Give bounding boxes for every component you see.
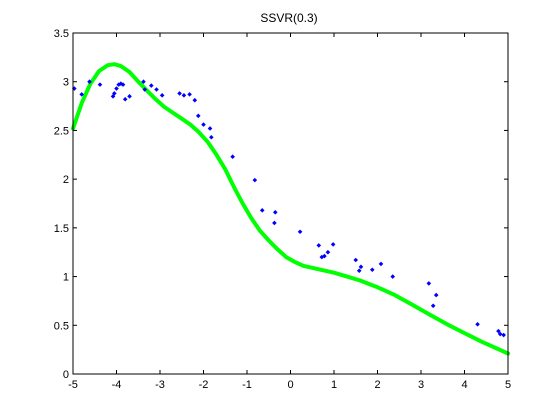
data-point <box>79 92 84 97</box>
data-point <box>159 93 165 98</box>
data-point <box>87 79 92 85</box>
x-tick-label: -3 <box>155 379 165 391</box>
fit-curve-layer <box>71 62 510 356</box>
data-points-layer <box>72 79 506 338</box>
data-point <box>149 83 154 88</box>
data-point <box>122 96 128 102</box>
data-point <box>142 87 148 92</box>
data-point <box>497 331 503 337</box>
y-tick-label: 1 <box>63 272 69 284</box>
data-point <box>475 322 480 327</box>
data-point <box>272 209 278 215</box>
data-point <box>187 92 192 97</box>
data-point <box>430 303 436 309</box>
data-point <box>201 122 206 127</box>
data-point <box>154 87 159 92</box>
data-point <box>195 113 201 119</box>
x-tick-label: -2 <box>199 379 209 391</box>
data-point <box>230 154 235 160</box>
data-point <box>496 328 501 334</box>
data-point <box>141 79 146 85</box>
data-point <box>358 264 364 270</box>
data-point <box>426 281 432 286</box>
x-tick-label: -4 <box>112 379 122 391</box>
y-tick-label: 2.5 <box>54 125 69 137</box>
x-tick-label: 0 <box>287 379 293 391</box>
data-point <box>127 94 132 99</box>
x-tick-label: -5 <box>68 379 78 391</box>
data-point <box>319 254 325 260</box>
data-point <box>322 253 327 259</box>
data-point <box>252 177 258 183</box>
data-point <box>316 243 322 248</box>
data-point <box>114 86 119 91</box>
fit-curve <box>71 62 510 356</box>
data-point <box>501 332 506 338</box>
data-point <box>181 93 187 98</box>
x-tick-label: 2 <box>374 379 380 391</box>
x-tick-label: 1 <box>331 379 337 391</box>
data-point <box>259 208 265 213</box>
y-tick-label: 0 <box>63 369 69 381</box>
y-tick-label: 3.5 <box>54 28 69 40</box>
data-point <box>97 82 103 87</box>
data-point <box>297 229 303 235</box>
data-point <box>390 274 396 279</box>
x-tick-label: 3 <box>418 379 424 391</box>
data-point <box>325 249 331 255</box>
y-tick-label: 3 <box>63 77 69 89</box>
data-point <box>177 91 182 96</box>
y-tick-label: 1.5 <box>54 223 69 235</box>
data-point <box>209 134 214 140</box>
data-point <box>356 268 362 274</box>
data-point <box>192 97 198 103</box>
data-point <box>272 220 277 226</box>
x-tick-label: 5 <box>505 379 511 391</box>
data-point <box>433 292 439 298</box>
data-point <box>378 261 384 267</box>
y-tick-label: 0.5 <box>54 320 69 332</box>
data-point <box>330 242 336 247</box>
data-point <box>353 257 359 263</box>
data-point <box>120 82 126 87</box>
axes-layer: -5 -4 -3 -2 -1 0 1 2 3 4 5 0 0.5 1 1.5 2 2.5 3 3.5 <box>54 28 511 391</box>
y-tick-label: 2 <box>63 174 69 186</box>
x-tick-label: 4 <box>461 379 467 391</box>
x-tick-label: -1 <box>242 379 252 391</box>
data-point <box>207 126 213 131</box>
data-point <box>369 267 375 273</box>
data-point <box>112 91 117 96</box>
chart-title: SSVR(0.3) <box>260 11 317 25</box>
